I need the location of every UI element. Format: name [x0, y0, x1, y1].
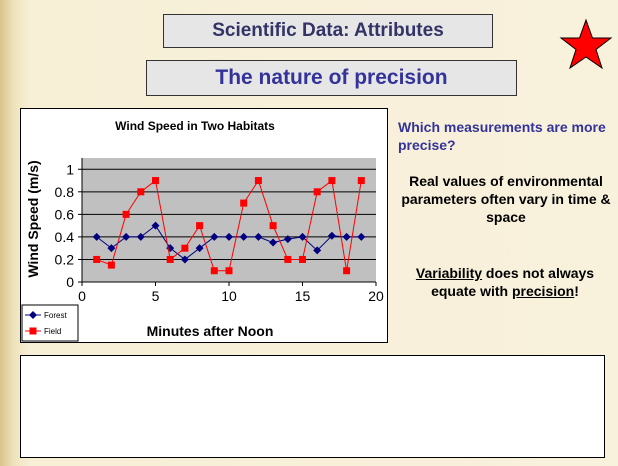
- point: [240, 199, 248, 207]
- conclusion: Variability does not always equate with …: [400, 264, 610, 300]
- y-tick-label: 0.6: [55, 206, 75, 222]
- point: [328, 177, 336, 185]
- point: [357, 177, 365, 185]
- point: [342, 232, 351, 241]
- y-tick-label: 0.8: [55, 184, 75, 200]
- point: [122, 210, 130, 218]
- point: [254, 232, 263, 241]
- point: [225, 232, 233, 241]
- point: [299, 255, 306, 263]
- legend-box: [21, 304, 79, 342]
- point: [151, 221, 160, 230]
- point: [166, 255, 174, 263]
- y-tick-label: 0: [66, 274, 74, 290]
- point: [92, 232, 101, 241]
- chart-title: Wind Speed in Two Habitats: [115, 119, 275, 133]
- point: [210, 232, 219, 241]
- point: [195, 244, 204, 253]
- point: [152, 177, 159, 185]
- point: [210, 267, 218, 275]
- point: [239, 232, 248, 241]
- star: [559, 18, 613, 70]
- chart: Wind Speed in Two Habitats Wind Speed (m…: [20, 108, 388, 343]
- text: !: [574, 283, 579, 299]
- legend-label: Forest: [44, 311, 67, 320]
- y-axis-label: Wind Speed (m/s): [25, 160, 41, 277]
- emphasis: precision: [511, 283, 575, 299]
- legend-marker: [29, 327, 37, 335]
- point: [107, 244, 116, 253]
- x-tick-label: 15: [295, 288, 311, 304]
- point: [298, 232, 307, 241]
- slide-title: Scientific Data: Attributes: [163, 14, 493, 48]
- y-tick-label: 0.4: [55, 229, 75, 245]
- point: [122, 232, 131, 241]
- x-tick-label: 10: [221, 288, 237, 304]
- point: [196, 222, 204, 230]
- point: [357, 232, 366, 241]
- point: [313, 188, 321, 196]
- point: [93, 255, 101, 263]
- point: [107, 261, 115, 269]
- text: does not always equate with: [431, 265, 595, 299]
- point: [181, 244, 189, 252]
- x-tick-label: 0: [78, 288, 86, 304]
- y-tick-label: 1: [66, 161, 74, 177]
- x-tick-label: 5: [152, 288, 160, 304]
- emphasis: Variability: [415, 265, 483, 281]
- point: [254, 177, 262, 185]
- x-axis-label: Minutes after Noon: [147, 323, 274, 339]
- point: [284, 255, 292, 263]
- point: [283, 235, 292, 244]
- x-tick-label: 20: [368, 288, 384, 304]
- point: [327, 231, 336, 240]
- point: [269, 222, 277, 230]
- point: [136, 232, 145, 241]
- point: [313, 246, 322, 255]
- point: [269, 238, 278, 247]
- plot-area: [82, 158, 376, 282]
- slide-subtitle: The nature of precision: [146, 60, 517, 96]
- point: [137, 188, 145, 196]
- legend-marker: [29, 311, 37, 319]
- star-shape: [559, 18, 613, 70]
- point: [343, 267, 351, 275]
- y-tick-label: 0.2: [55, 251, 75, 267]
- legend-label: Field: [44, 327, 61, 336]
- note: Real values of environmental parameters …: [401, 173, 611, 225]
- point: [225, 267, 233, 275]
- text-box: [20, 355, 605, 458]
- question: Which measurements are more precise?: [398, 119, 606, 153]
